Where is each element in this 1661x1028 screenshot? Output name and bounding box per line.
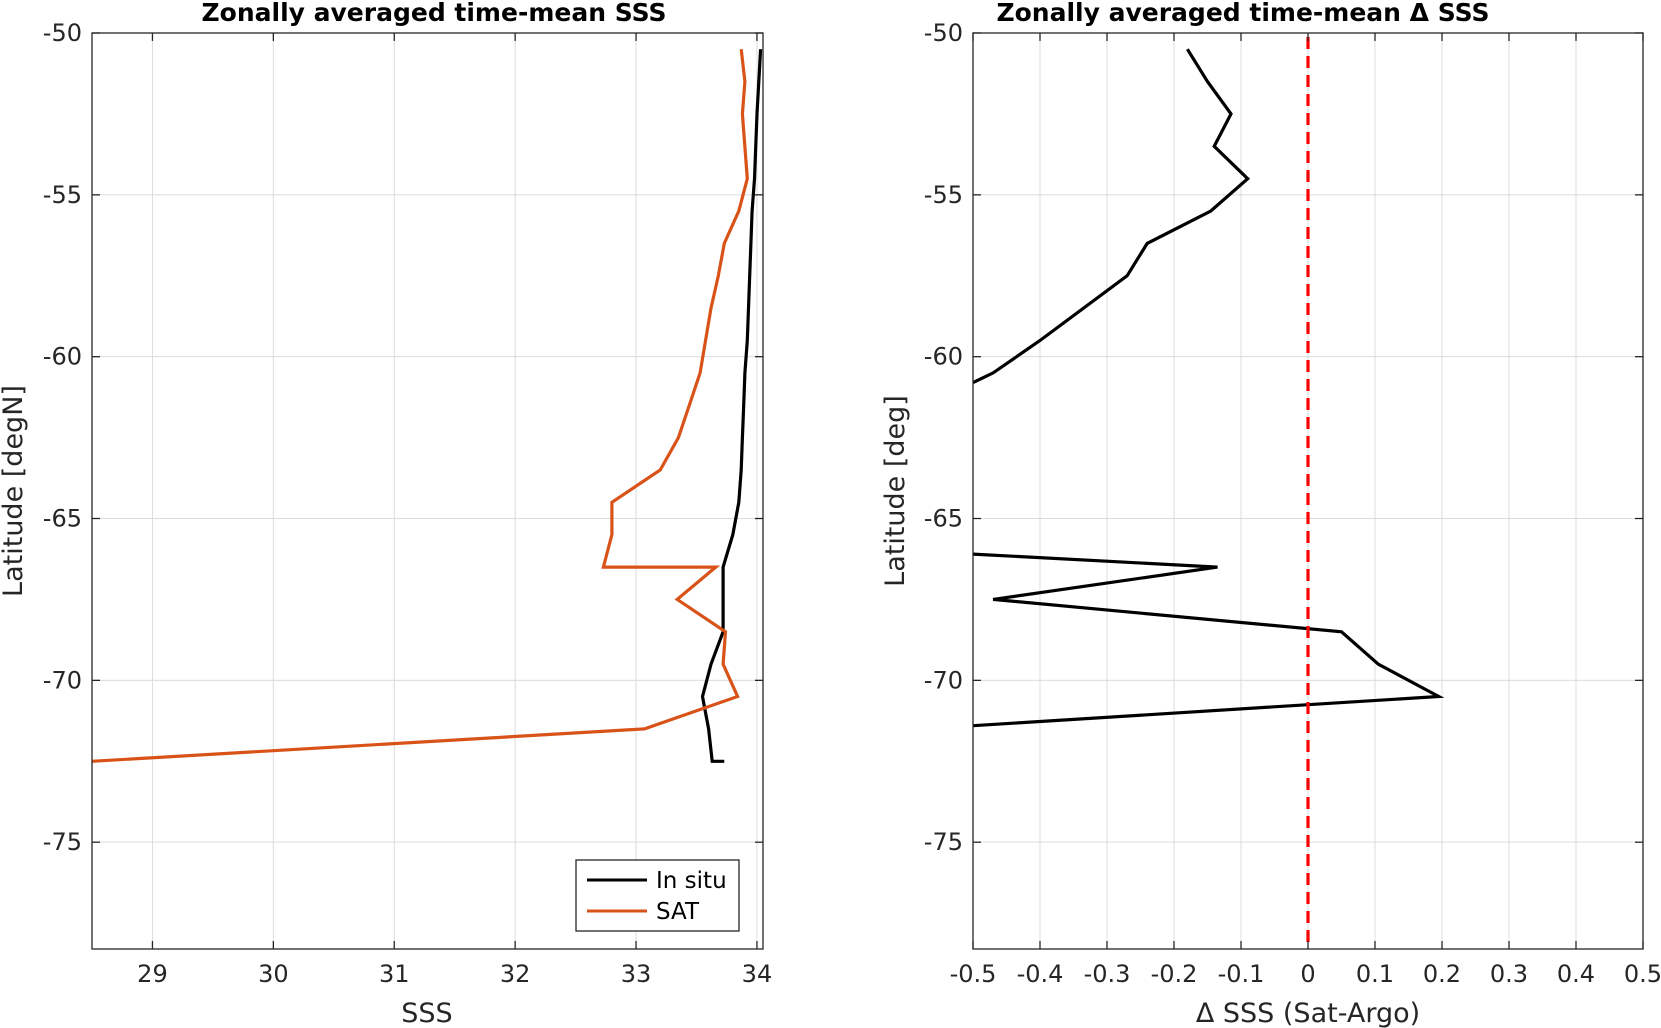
right-y-axis-label: Latitude [deg] [880, 395, 911, 587]
right-y-tick-label: -75 [924, 828, 963, 856]
right-y-tick-label: -65 [924, 505, 963, 533]
right-x-tick-label: -0.1 [1218, 960, 1265, 988]
right-x-tick-label: 0.2 [1423, 960, 1461, 988]
left-x-tick-label: 33 [621, 960, 652, 988]
panel-right-delta-sss: Zonally averaged time-mean Δ SSS -0.5 -0.… [880, 0, 1661, 1028]
left-series [91, 49, 763, 763]
left-x-tick-label: 32 [500, 960, 531, 988]
left-y-tick-label: -75 [43, 828, 82, 856]
left-axes-box [91, 32, 764, 950]
legend: In situ SAT [575, 859, 740, 932]
left-y-tick-label: -65 [43, 505, 82, 533]
right-x-tick-label: 0.5 [1624, 960, 1661, 988]
left-y-tick-label: -70 [43, 666, 82, 694]
left-series-line-in-situ [700, 49, 763, 763]
right-series-line-segment-0 [972, 48, 1251, 385]
right-ticks: -0.5 -0.4 -0.3 -0.2 -0.1 0 0.1 0.2 0.3 0.4 0.5 -75 -… [924, 19, 1661, 988]
legend-label-sat: SAT [656, 899, 700, 925]
left-ticks: 29 30 31 32 33 34 -75 -70 -65 -60 -55 -50 [43, 19, 772, 988]
right-x-tick-label: 0.1 [1356, 960, 1394, 988]
left-y-tick-label: -60 [43, 343, 82, 371]
right-y-tick-label: -70 [924, 666, 963, 694]
left-x-tick-label: 34 [742, 960, 773, 988]
left-y-axis-label: Latitude [degN] [0, 385, 29, 597]
right-x-tick-label: 0 [1300, 960, 1315, 988]
left-x-tick-label: 29 [137, 960, 168, 988]
right-x-tick-label: 0.4 [1557, 960, 1595, 988]
left-x-axis-label: SSS [401, 998, 452, 1028]
right-chart-title: Zonally averaged time-mean Δ SSS [997, 0, 1490, 27]
left-x-tick-label: 30 [258, 960, 289, 988]
left-series-line-sat [91, 49, 749, 763]
right-x-tick-label: -0.3 [1084, 960, 1131, 988]
right-series [972, 37, 1445, 949]
right-series-line-segment-1 [972, 552, 1445, 728]
right-x-tick-label: -0.4 [1017, 960, 1064, 988]
panel-left-sss: Zonally averaged time-mean SSS 29 30 31 32 3… [0, 0, 772, 1028]
right-x-tick-label: -0.2 [1151, 960, 1198, 988]
right-y-tick-label: -60 [924, 343, 963, 371]
legend-label-in-situ: In situ [656, 868, 727, 894]
left-grid [92, 32, 763, 949]
left-y-tick-label: -50 [43, 19, 82, 47]
right-x-tick-label: 0.3 [1490, 960, 1528, 988]
right-x-tick-label: -0.5 [950, 960, 997, 988]
right-y-tick-label: -50 [924, 19, 963, 47]
legend-box [575, 859, 740, 932]
left-chart-title: Zonally averaged time-mean SSS [202, 0, 667, 27]
left-x-tick-label: 31 [379, 960, 410, 988]
right-y-tick-label: -55 [924, 181, 963, 209]
left-y-tick-label: -55 [43, 181, 82, 209]
right-x-axis-label: Δ SSS (Sat-Argo) [1196, 998, 1420, 1028]
